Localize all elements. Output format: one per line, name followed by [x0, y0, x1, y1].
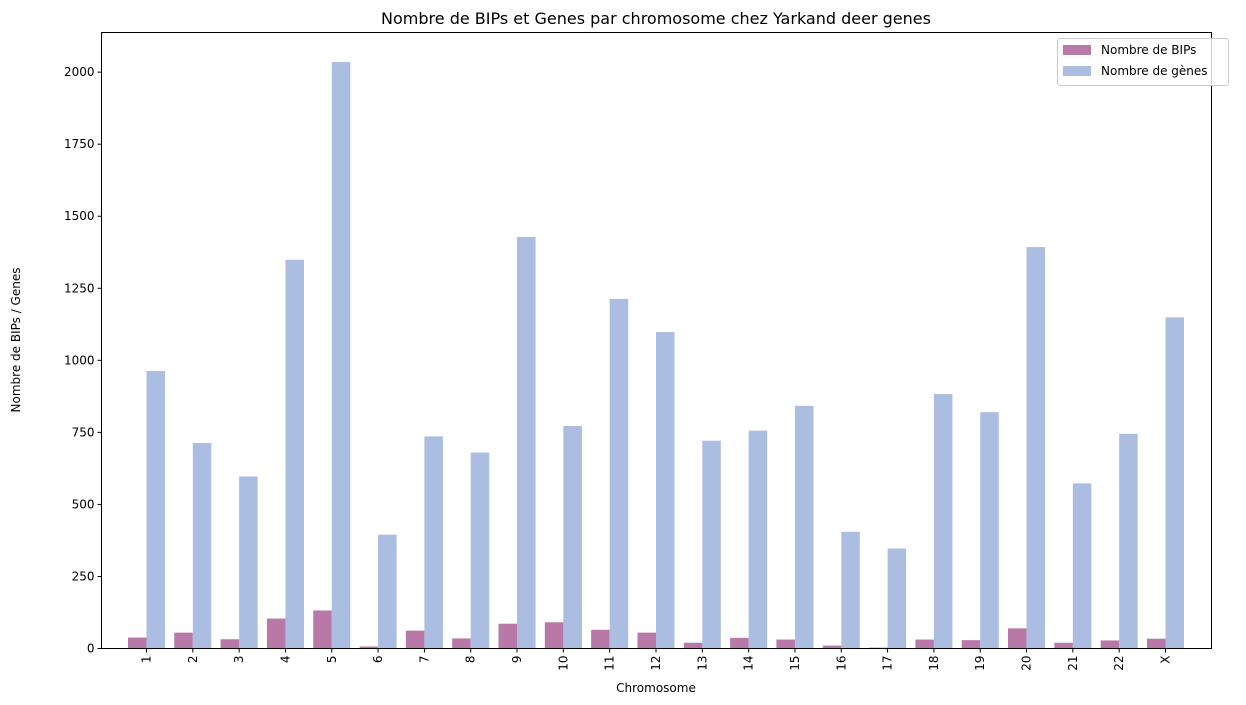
x-tick-label-19: 19 [973, 656, 987, 671]
bip-bar-4 [266, 618, 286, 649]
gene-bar-11 [609, 298, 629, 649]
gene-bar-6 [378, 534, 397, 649]
bip-bar-22 [1100, 640, 1120, 649]
x-tick-label-X: X [1159, 656, 1173, 664]
bip-bar-3 [220, 639, 240, 649]
bip-bar-8 [452, 638, 471, 649]
bip-bar-2 [174, 632, 193, 649]
x-tick-label-2: 2 [186, 656, 200, 664]
bip-bar-6 [359, 646, 379, 649]
bip-bar-1 [127, 637, 147, 649]
y-tick-label: 2000 [64, 65, 95, 79]
gene-bar-21 [1072, 483, 1092, 649]
gene-bar-17 [887, 548, 907, 649]
y-tick-label: 1750 [64, 137, 95, 151]
gene-bar-1 [146, 370, 166, 649]
bip-bar-7 [405, 630, 425, 649]
x-tick-label-7: 7 [417, 656, 431, 664]
y-tick-label: 0 [87, 642, 95, 656]
x-tick-label-4: 4 [278, 656, 292, 664]
y-tick-label: 750 [72, 425, 95, 439]
bip-bar-12 [637, 632, 656, 649]
legend: Nombre de BIPs Nombre de gènes [1057, 38, 1229, 86]
bars-layer [127, 62, 1185, 649]
x-axis: 1 2 3 4 5 6 7 8 9 10 11 12 13 14 15 16 17 18 19 20 21 22 X [140, 648, 1173, 671]
bip-bar-19 [961, 640, 981, 649]
gene-bar-19 [980, 412, 999, 649]
bip-bar-5 [313, 610, 332, 649]
bip-bar-14 [730, 637, 749, 649]
gene-bar-3 [239, 476, 258, 649]
legend-swatch-genes [1063, 66, 1091, 76]
gene-bar-4 [285, 259, 304, 649]
x-tick-label-17: 17 [881, 656, 895, 671]
x-tick-label-22: 22 [1112, 656, 1126, 671]
gene-bar-20 [1026, 247, 1046, 649]
gene-bar-13 [702, 440, 721, 649]
x-axis-label: Chromosome [616, 681, 696, 695]
y-tick-label: 1250 [64, 281, 95, 295]
bip-bar-10 [544, 622, 564, 649]
x-tick-label-21: 21 [1066, 656, 1080, 671]
x-tick-label-16: 16 [834, 656, 848, 671]
gene-bar-8 [470, 452, 490, 649]
legend-frame [1057, 38, 1229, 86]
bip-bar-21 [1054, 642, 1073, 649]
gene-bar-16 [841, 531, 860, 649]
x-tick-label-15: 15 [788, 656, 802, 671]
x-tick-label-3: 3 [232, 656, 246, 664]
bip-bar-9 [498, 623, 518, 649]
x-tick-label-18: 18 [927, 656, 941, 671]
gene-bar-X [1165, 317, 1185, 649]
bip-bar-13 [683, 642, 703, 649]
gene-bar-9 [517, 236, 536, 649]
gene-bar-18 [933, 394, 953, 649]
gene-bar-22 [1119, 433, 1138, 649]
x-tick-label-5: 5 [325, 656, 339, 664]
x-tick-label-6: 6 [371, 656, 385, 664]
gene-bar-12 [656, 332, 675, 649]
gene-bar-14 [748, 430, 768, 649]
x-tick-label-8: 8 [464, 656, 478, 664]
y-tick-label: 250 [72, 569, 95, 583]
legend-label-bips: Nombre de BIPs [1101, 43, 1196, 57]
x-tick-label-13: 13 [695, 656, 709, 671]
bip-bar-20 [1008, 628, 1027, 649]
bip-bar-15 [776, 639, 795, 649]
chart-title: Nombre de BIPs et Genes par chromosome c… [381, 9, 931, 28]
x-tick-label-14: 14 [742, 656, 756, 671]
bip-bar-11 [591, 629, 610, 649]
bip-bar-18 [915, 639, 934, 649]
gene-bar-5 [331, 62, 351, 649]
legend-swatch-bips [1063, 45, 1091, 55]
gene-bar-10 [563, 426, 582, 649]
x-tick-label-20: 20 [1020, 656, 1034, 671]
x-tick-label-11: 11 [603, 656, 617, 671]
x-tick-label-10: 10 [556, 656, 570, 671]
y-tick-label: 500 [72, 497, 95, 511]
y-axis: 0 250 500 750 1000 1250 1500 1750 2000 [64, 65, 102, 656]
legend-label-genes: Nombre de gènes [1101, 64, 1208, 78]
y-axis-label: Nombre de BIPs / Genes [9, 268, 23, 413]
gene-bar-7 [424, 436, 443, 649]
gene-bar-15 [794, 405, 814, 649]
bip-bar-X [1146, 638, 1166, 649]
y-tick-label: 1500 [64, 209, 95, 223]
x-tick-label-12: 12 [649, 656, 663, 671]
bip-bar-16 [822, 645, 842, 649]
x-tick-label-9: 9 [510, 656, 524, 664]
gene-bar-2 [192, 443, 212, 649]
x-tick-label-1: 1 [140, 656, 154, 664]
y-tick-label: 1000 [64, 353, 95, 367]
